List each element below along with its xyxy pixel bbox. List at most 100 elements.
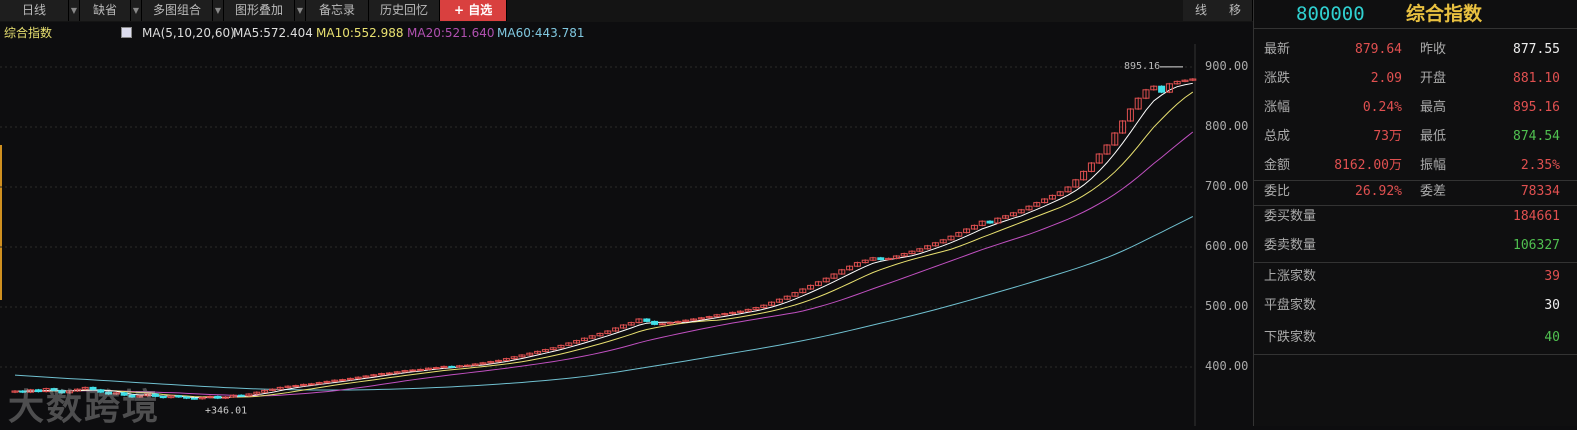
candle — [424, 367, 432, 370]
candle — [596, 332, 604, 337]
candle — [315, 382, 323, 385]
quote-row: 涨幅 0.24% 最高 895.16 — [1254, 98, 1577, 118]
multi-chart-dropdown[interactable]: ▼ — [213, 0, 224, 21]
candle — [307, 383, 315, 386]
ma-label[interactable]: MA(5,10,20,60) — [142, 26, 235, 40]
move-button[interactable]: 移 — [1218, 0, 1253, 21]
candle — [1150, 85, 1158, 91]
overlay-button[interactable]: 图形叠加 — [224, 0, 295, 21]
ma5-value: MA5:572.404 — [233, 26, 313, 40]
candle — [222, 396, 230, 399]
memo-button[interactable]: 备忘录 — [306, 0, 369, 21]
candle — [1111, 132, 1119, 146]
candle — [440, 365, 448, 369]
candle — [939, 239, 947, 244]
candle — [97, 389, 105, 393]
candle — [370, 374, 378, 377]
candle — [495, 359, 503, 363]
candle — [534, 350, 542, 354]
candle — [409, 369, 417, 372]
divider — [1254, 180, 1577, 181]
quote-label: 昨收 — [1420, 42, 1447, 57]
candle — [27, 389, 35, 393]
candle — [947, 235, 955, 241]
high-label: 895.16 — [1124, 61, 1160, 72]
candle — [697, 317, 705, 320]
candle — [783, 295, 791, 300]
candle — [34, 389, 42, 393]
candle — [151, 393, 159, 397]
default-dropdown[interactable]: ▼ — [131, 0, 142, 21]
candle — [822, 277, 830, 283]
candle — [799, 288, 807, 294]
candle — [580, 337, 588, 342]
candle — [417, 368, 425, 371]
candle — [378, 373, 386, 376]
candle — [1041, 198, 1049, 204]
line-button[interactable]: 线 — [1183, 0, 1220, 21]
candle — [66, 390, 74, 394]
candle — [791, 292, 799, 297]
candle — [487, 361, 495, 364]
ma60-line — [14, 216, 1194, 391]
candle — [112, 392, 120, 395]
overlay-dropdown[interactable]: ▼ — [295, 0, 306, 21]
ma-settings-icon[interactable] — [121, 27, 132, 38]
candle — [619, 324, 627, 329]
quote-label: 委差 — [1420, 184, 1447, 199]
candle — [526, 352, 534, 356]
quote-label: 金额 — [1264, 158, 1291, 173]
y-tick-label: 900.00 — [1205, 59, 1249, 73]
candle — [807, 284, 815, 290]
candle — [362, 375, 370, 378]
stock-code: 800000 — [1296, 3, 1365, 25]
candle — [253, 391, 261, 395]
candle — [11, 390, 19, 393]
quote-row: 最新 879.64 昨收 877.55 — [1254, 40, 1577, 60]
candle — [183, 396, 191, 399]
quote-panel: 800000 综合指数 最新 879.64 昨收 877.55 涨跌 2.09 … — [1253, 0, 1577, 426]
quote-value: 78334 — [1520, 184, 1560, 199]
candle — [627, 322, 635, 326]
candle — [346, 377, 354, 381]
candle — [159, 395, 167, 399]
candle — [206, 395, 214, 399]
candle — [1048, 194, 1056, 200]
toolbar: 日线 ▼ 缺省 ▼ 多图组合 ▼ 图形叠加 ▼ 备忘录 历史回忆 + 自选 线 … — [0, 0, 1253, 22]
candle — [752, 307, 760, 310]
period-dropdown[interactable]: ▼ — [69, 0, 80, 21]
quote-label: 上涨家数 — [1264, 269, 1317, 284]
candle — [89, 386, 97, 391]
candle — [658, 323, 666, 326]
candle — [1017, 209, 1025, 214]
candle — [838, 269, 846, 275]
candle — [814, 281, 822, 286]
ma20-value: MA20:521.640 — [407, 26, 495, 40]
default-button[interactable]: 缺省 — [80, 0, 131, 21]
add-watchlist-button[interactable]: + 自选 — [440, 0, 508, 21]
candle — [908, 250, 916, 255]
candle — [448, 365, 456, 368]
candle — [401, 370, 409, 373]
quote-value: 39 — [1544, 269, 1560, 284]
period-daily-button[interactable]: 日线 — [0, 0, 69, 21]
quote-value: 877.55 — [1513, 42, 1560, 57]
candle — [963, 228, 971, 234]
candle — [729, 311, 737, 315]
candle — [331, 379, 339, 382]
candle — [456, 365, 464, 368]
candle — [1142, 89, 1150, 99]
candle — [853, 262, 861, 267]
history-button[interactable]: 历史回忆 — [369, 0, 440, 21]
candle — [1119, 120, 1127, 134]
candle — [1033, 202, 1041, 207]
candle — [869, 257, 877, 261]
candle — [19, 390, 27, 393]
candle — [744, 308, 752, 312]
candlestick-chart[interactable]: 895.16 +346.01 — [0, 44, 1253, 426]
quote-value: 895.16 — [1513, 100, 1560, 115]
multi-chart-button[interactable]: 多图组合 — [142, 0, 213, 21]
candle — [1103, 144, 1111, 155]
candle — [643, 318, 651, 322]
buy-row: 委买数量 184661 — [1254, 207, 1577, 227]
